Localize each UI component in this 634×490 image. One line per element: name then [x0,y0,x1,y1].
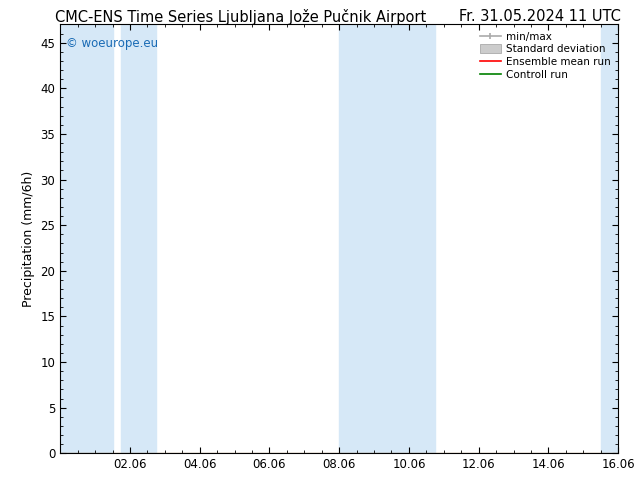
Text: © woeurope.eu: © woeurope.eu [66,37,158,50]
Bar [60,24,113,453]
Bar [391,24,435,453]
Bar [601,24,618,453]
Bar [339,24,391,453]
Bar [121,24,156,453]
Legend: min/max, Standard deviation, Ensemble mean run, Controll run: min/max, Standard deviation, Ensemble me… [478,30,613,82]
Y-axis label: Precipitation (mm/6h): Precipitation (mm/6h) [22,171,35,307]
Text: CMC-ENS Time Series Ljubljana Jože Pučnik Airport: CMC-ENS Time Series Ljubljana Jože Pučni… [55,9,427,25]
Text: Fr. 31.05.2024 11 UTC: Fr. 31.05.2024 11 UTC [460,9,621,24]
